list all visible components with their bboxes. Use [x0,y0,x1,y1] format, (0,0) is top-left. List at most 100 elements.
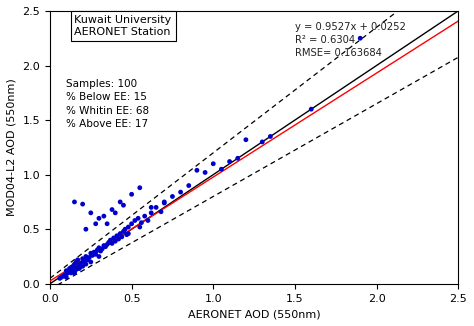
Point [79,256,86,261]
Point [210,161,217,166]
Point [99,246,106,251]
Point [63,274,70,280]
Point [185,183,192,188]
Point [79,264,86,269]
Point [92,221,100,226]
Point [161,199,168,204]
Point [71,199,78,204]
Point [157,209,165,215]
Point [75,263,83,268]
Point [95,254,103,259]
Point [115,236,122,242]
Text: Samples: 100
% Below EE: 15
% Whitin EE: 68
% Above EE: 17: Samples: 100 % Below EE: 15 % Whitin EE:… [66,79,149,129]
Point [193,168,201,173]
Point [82,254,90,259]
Point [61,273,68,278]
Point [93,247,101,253]
Point [128,221,136,226]
Point [84,257,91,262]
Point [117,231,124,236]
Point [123,232,130,237]
Point [73,267,80,272]
Point [69,264,77,269]
Point [82,261,90,267]
Point [75,266,83,271]
Point [125,224,132,230]
Point [234,156,242,161]
Point [87,259,95,265]
Point [144,218,152,223]
Point [131,218,139,223]
Point [121,227,129,232]
Point [67,270,75,275]
Point [87,210,95,215]
Point [107,238,114,243]
Text: y = 0.9527x + 0.0252
R² = 0.6304
RMSE= 0.163684: y = 0.9527x + 0.0252 R² = 0.6304 RMSE= 0… [295,22,406,58]
Point [152,205,160,210]
Point [266,134,274,139]
Point [100,243,108,248]
Point [74,266,82,271]
Point [82,227,90,232]
Point [97,248,104,254]
Y-axis label: MOD04-L2 AOD (550nm): MOD04-L2 AOD (550nm) [7,79,17,216]
Point [64,270,72,275]
Point [111,210,119,215]
Point [177,189,184,195]
Point [87,251,95,256]
Point [119,202,127,208]
Point [95,245,103,250]
Point [125,231,132,236]
Text: Kuwait University
AERONET Station: Kuwait University AERONET Station [74,15,172,37]
Point [85,255,93,260]
Point [59,274,67,279]
Point [58,274,65,280]
Point [63,271,70,276]
Point [105,240,112,245]
Point [218,167,225,172]
Point [110,235,118,241]
Point [95,216,103,221]
Point [66,269,73,274]
Point [100,214,108,219]
Point [136,224,144,230]
Point [92,252,100,257]
Point [226,159,233,164]
Point [113,233,121,238]
Point [128,192,136,197]
Point [63,268,70,273]
Point [141,214,148,219]
Point [134,216,142,221]
Point [66,266,73,271]
Point [74,257,82,262]
Point [77,260,85,266]
Point [242,137,250,142]
Point [137,220,145,225]
Point [71,269,78,274]
Point [111,239,119,244]
Point [356,36,364,41]
Point [71,261,78,267]
Point [67,265,75,270]
Point [75,265,83,270]
Point [108,241,116,246]
Point [201,170,209,175]
X-axis label: AERONET AOD (550nm): AERONET AOD (550nm) [188,309,320,319]
Point [119,229,127,234]
Point [136,185,144,190]
Point [90,249,98,255]
Point [308,107,315,112]
Point [117,199,124,204]
Point [103,221,111,226]
Point [102,244,109,249]
Point [73,259,80,265]
Point [161,200,168,206]
Point [81,259,88,265]
Point [258,139,266,144]
Point [69,268,77,273]
Point [79,201,86,207]
Point [169,194,176,199]
Point [71,270,78,275]
Point [118,234,126,240]
Point [147,210,155,215]
